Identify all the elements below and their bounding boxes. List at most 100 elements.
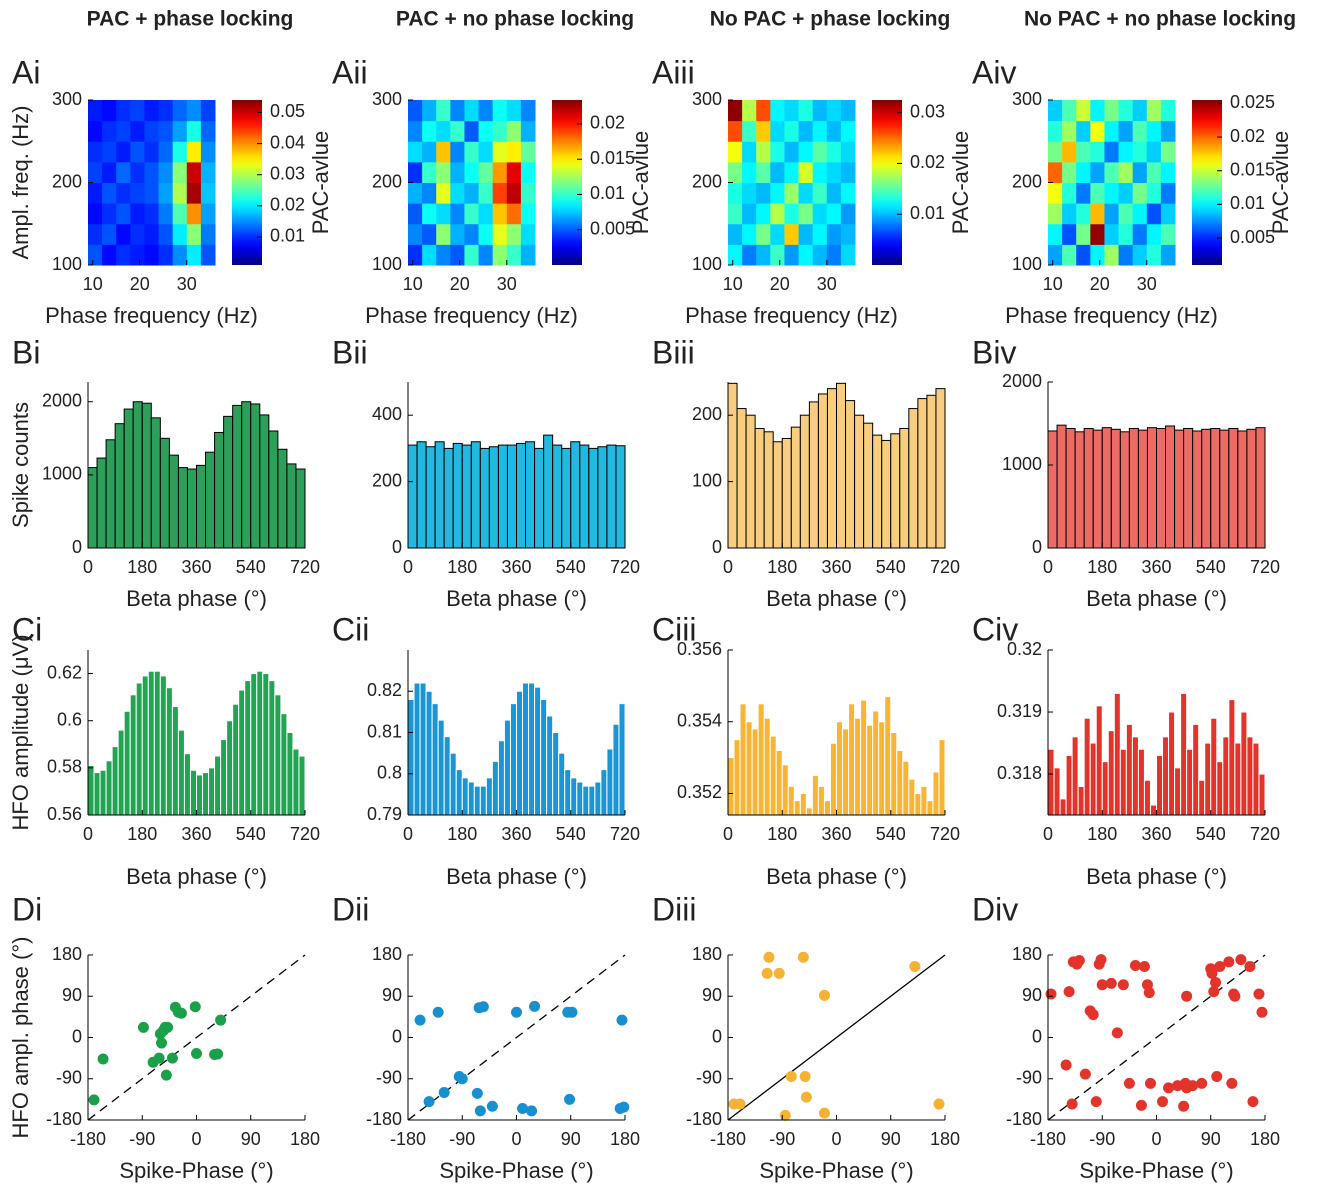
heatmap-cell [436, 244, 451, 266]
y-tick-label: 300 [1012, 89, 1042, 109]
bar [208, 767, 216, 816]
y-tick-label: 0.56 [47, 804, 82, 824]
bar [739, 703, 747, 816]
bar [280, 713, 288, 816]
bar [1246, 428, 1257, 549]
heatmap-cell [742, 120, 757, 142]
bar [826, 388, 837, 549]
point [97, 1053, 109, 1065]
bar [1165, 425, 1176, 549]
heatmap-cell [88, 161, 103, 183]
heatmap-cell [840, 182, 856, 204]
bar [467, 781, 475, 816]
y-tick-label: 0.8 [377, 763, 402, 783]
heatmap-cell [144, 182, 160, 204]
panel-label: Ciii [652, 611, 696, 647]
bar [168, 454, 179, 549]
heatmap-cell [1062, 223, 1077, 245]
heatmap-cell [1048, 100, 1063, 122]
heatmap-cell [408, 182, 423, 204]
point [526, 1105, 538, 1117]
heatmap-cell [506, 120, 522, 142]
bar [1255, 427, 1266, 549]
bar [799, 414, 810, 549]
x-tick-label: 360 [181, 824, 211, 844]
x-tick-label: 90 [1201, 1129, 1221, 1149]
y-axis-label: HFO amplitude (μV) [8, 634, 33, 830]
x-tick-label: 720 [1250, 824, 1280, 844]
heatmap-cell [728, 203, 743, 225]
heatmap-cell [1132, 203, 1148, 225]
bar [811, 775, 819, 816]
heatmap-cell [1132, 244, 1148, 266]
x-axis-label: Phase frequency (Hz) [1005, 303, 1218, 328]
heatmap-cell [186, 100, 202, 122]
heatmap-cell [798, 161, 814, 183]
bar [790, 426, 801, 549]
colorbar-tick-label: 0.015 [1230, 159, 1275, 179]
y-tick-label: 180 [52, 944, 82, 964]
heatmap-cell [450, 182, 465, 204]
point [160, 1069, 172, 1081]
x-tick-label: 180 [127, 824, 157, 844]
heatmap-cell [172, 141, 188, 163]
point [474, 1105, 486, 1117]
heatmap-cell [812, 223, 828, 245]
x-tick-label: 360 [181, 557, 211, 577]
y-axis-label: Spike counts [8, 402, 33, 528]
bar [274, 694, 282, 816]
heatmap-cell [742, 161, 757, 183]
heatmap-cell [408, 161, 423, 183]
bar [461, 777, 469, 816]
point [566, 1006, 578, 1018]
bar [1095, 705, 1103, 816]
y-tick-label: 180 [692, 944, 722, 964]
bar [87, 467, 98, 549]
heatmap-cell [1118, 182, 1134, 204]
bar [881, 439, 892, 549]
bar [250, 673, 258, 816]
point [423, 1096, 435, 1108]
y-tick-label: 0 [72, 1026, 82, 1046]
heatmap-cell [756, 223, 771, 245]
panel-label: Bi [12, 334, 40, 370]
point [1223, 956, 1235, 968]
heatmap-cell [1104, 182, 1120, 204]
bar [854, 717, 862, 816]
x-tick-label: 0 [403, 557, 413, 577]
panel-label: Bii [332, 334, 368, 370]
y-tick-label: 200 [372, 470, 402, 490]
heatmap-cell [1104, 120, 1120, 142]
bar [558, 752, 566, 816]
y-tick-label: 100 [52, 254, 82, 274]
point [818, 1107, 830, 1119]
point [1111, 1027, 1123, 1039]
heatmap-cell [1104, 141, 1120, 163]
heatmap-cell [1146, 161, 1162, 183]
x-axis-label: Beta phase (°) [446, 864, 587, 889]
heatmap-cell [1076, 141, 1091, 163]
bar [775, 749, 783, 816]
heatmap-cell [116, 244, 131, 266]
bar [150, 417, 161, 549]
point [1135, 1099, 1147, 1111]
heatmap-cell [200, 244, 216, 266]
heatmap-cell [798, 223, 814, 245]
bar [926, 394, 937, 549]
heatmap-cell [784, 161, 800, 183]
bar [1201, 428, 1212, 549]
bar [196, 464, 207, 549]
heatmap-cell [1160, 244, 1176, 266]
heatmap-cell [422, 244, 437, 266]
point [154, 1028, 166, 1040]
heatmap-cell [130, 161, 145, 183]
heatmap-cell [436, 141, 451, 163]
bar [1089, 742, 1097, 816]
heatmap-cell [450, 161, 465, 183]
bar [1186, 748, 1194, 816]
bar [1119, 748, 1127, 816]
x-tick-label: 90 [881, 1129, 901, 1149]
heatmap-cell [1048, 182, 1063, 204]
bar [1210, 717, 1218, 816]
